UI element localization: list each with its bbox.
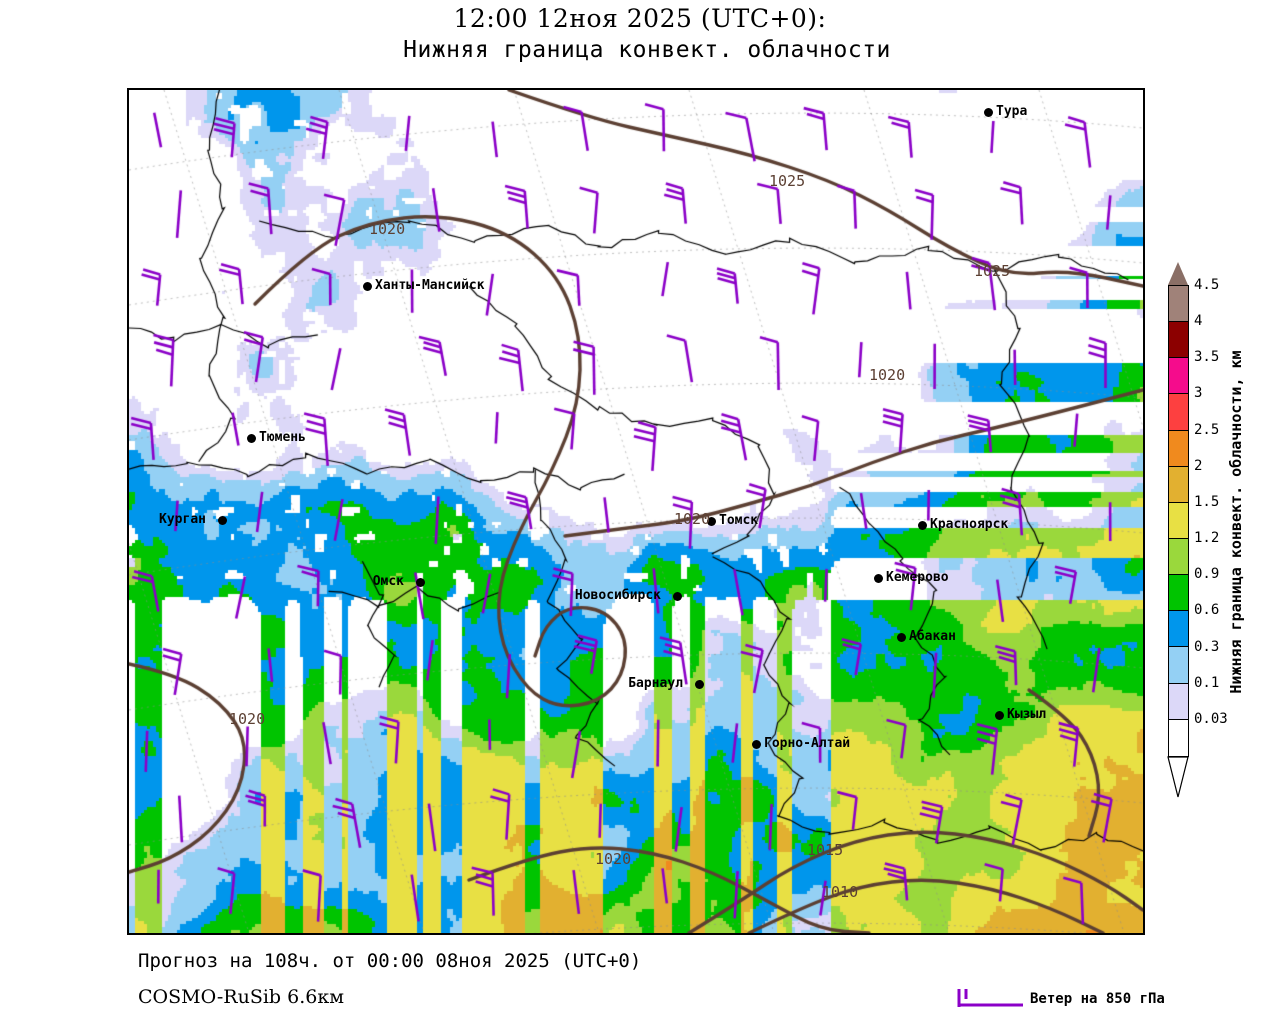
isobar-label: 1020	[595, 850, 632, 868]
wind-legend-label: Ветер на 850 гПа	[1030, 991, 1165, 1007]
colorbar-segment	[1169, 719, 1188, 756]
isobar-label: 1020	[674, 510, 711, 528]
colorbar: 4.5 4 3.5 3 2.5 2 1.5 1.2 0.9 0.6 0.3 0.1 0.03 Нижня…	[1160, 262, 1280, 798]
colorbar-segment	[1169, 611, 1188, 648]
isobar-label: 1020	[869, 366, 906, 384]
isobar-label: 1025	[769, 172, 806, 190]
colorbar-segment	[1169, 502, 1188, 539]
colorbar-tick: 0.03	[1194, 710, 1228, 727]
colorbar-tick: 4.5	[1194, 277, 1220, 293]
wind-barb-icon	[957, 989, 1023, 1007]
isobar-label: 1025	[974, 262, 1011, 280]
colorbar-tick: 2.5	[1194, 421, 1220, 438]
isobar-label: 1010	[822, 883, 859, 901]
colorbar-segment	[1169, 683, 1188, 720]
colorbar-tick: 1.5	[1194, 493, 1220, 510]
colorbar-tick: 0.3	[1194, 638, 1220, 655]
isobar-label: 1015	[807, 841, 844, 859]
colorbar-tick: 4	[1194, 313, 1203, 330]
colorbar-tick: 2	[1194, 457, 1203, 474]
colorbar-segments	[1168, 285, 1189, 757]
colorbar-segment	[1169, 647, 1188, 684]
colorbar-segment	[1169, 322, 1188, 359]
colorbar-tick: 3.5	[1194, 349, 1220, 366]
colorbar-segment	[1169, 466, 1188, 503]
colorbar-tick: 3	[1194, 385, 1203, 402]
colorbar-segment	[1169, 575, 1188, 612]
colorbar-tick: 0.6	[1194, 602, 1220, 619]
title-timestamp: 12:00 12ноя 2025 (UTC+0):	[453, 4, 827, 33]
colorbar-overflow-arrow-top	[1168, 262, 1188, 285]
colorbar-underflow-arrow-bottom	[1167, 756, 1189, 798]
weather-map[interactable]: Тура Ханты-Мансийск Тюмень Курган Омск Томск К…	[127, 88, 1145, 935]
colorbar-segment	[1169, 538, 1188, 576]
title-parameter: Нижняя граница конвект. облачности	[403, 37, 891, 63]
colorbar-segment	[1169, 430, 1188, 467]
model-info: COSMO-RuSib 6.6км	[138, 986, 344, 1008]
colorbar-axis-title: Нижняя граница конвект. облачности, км	[1227, 350, 1245, 694]
isobar-label: 1020	[369, 220, 406, 238]
colorbar-segment	[1169, 286, 1188, 323]
forecast-info: Прогноз на 108ч. от 00:00 08ноя 2025 (UT…	[138, 950, 642, 972]
colorbar-segment	[1169, 358, 1188, 395]
map-raster-layer	[129, 90, 1143, 933]
colorbar-segment	[1169, 394, 1188, 431]
page-title: 12:00 12ноя 2025 (UTC+0): Нижняя граница…	[0, 4, 1280, 66]
colorbar-tick: 1.2	[1194, 530, 1220, 547]
colorbar-tick: 0.1	[1194, 674, 1220, 691]
colorbar-tick: 0.9	[1194, 566, 1220, 583]
isobar-label: 1020	[229, 710, 266, 728]
wind-legend: Ветер на 850 гПа	[955, 985, 1165, 1015]
